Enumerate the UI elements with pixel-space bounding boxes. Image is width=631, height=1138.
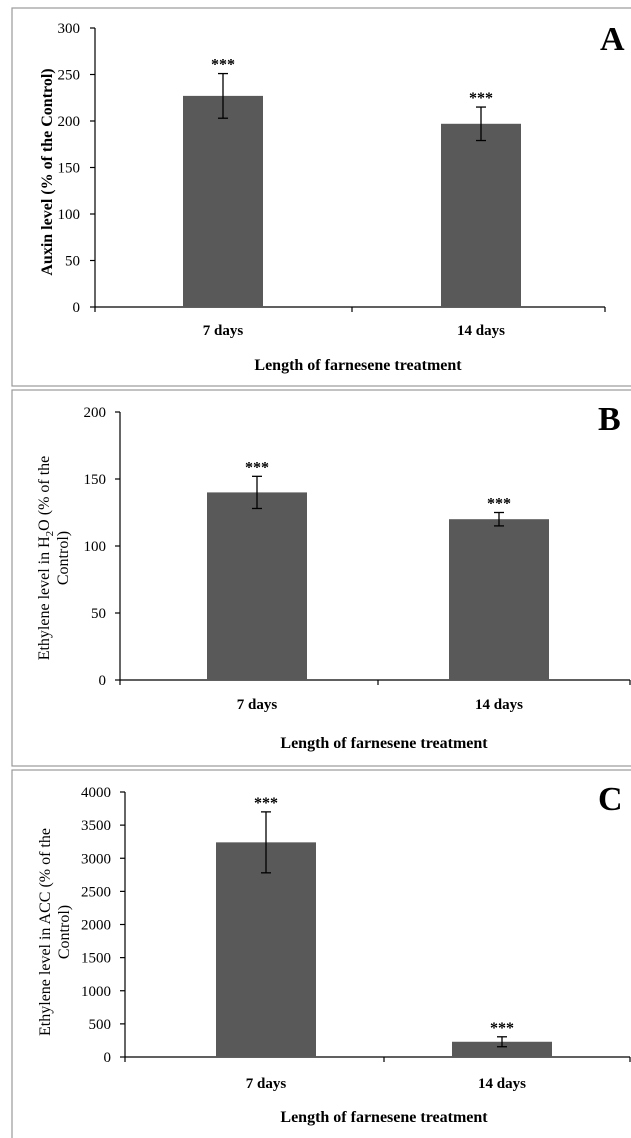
panel-a-category-label: 14 days: [457, 323, 505, 339]
panel-a-y-axis-label: Auxin level (% of the Control): [39, 68, 56, 275]
panel-a-category-label: 7 days: [203, 323, 244, 339]
panel-b-bar: [207, 492, 307, 680]
panel-a-bar: [183, 95, 263, 307]
panel-b-category-label: 14 days: [475, 697, 523, 713]
panel-a-plot: 0 50 100 150 200 250 300 *** 7 days *** 14 days: [58, 21, 606, 339]
panel-c-y-axis-label-line-2: Control): [56, 905, 73, 959]
panel-b-y-axis-label-line-1: Ethylene level in H2O (% of the: [36, 456, 56, 661]
panel-c-y-tick-label: 1000: [81, 984, 111, 1000]
panel-b-plot: 0 50 100 150 200 *** 7 days *** 14 days: [84, 405, 631, 713]
panel-a-frame: [11, 7, 631, 387]
panel-b-x-axis-label: Length of farnesene treatment: [280, 735, 488, 752]
panel-b: 0 50 100 150 200 *** 7 days *** 14 days B Length…: [11, 389, 631, 767]
panel-b-y-tick-label: 150: [84, 472, 107, 488]
panel-b-category-label: 7 days: [237, 697, 278, 713]
panel-c-y-tick-label: 3000: [81, 851, 111, 867]
panel-b-label: B: [598, 401, 621, 438]
panel-a-y-tick-label: 100: [58, 207, 81, 223]
panel-c-bar: [216, 842, 316, 1057]
panel-b-y-tick-label: 100: [84, 539, 107, 555]
panel-c-plot: 0 500 1000 1500 2000 2500 3000 3500 4000 *** 7 day…: [81, 785, 631, 1092]
panel-c-x-axis-label: Length of farnesene treatment: [280, 1109, 488, 1126]
panel-c: 0 500 1000 1500 2000 2500 3000 3500 4000 *** 7 day…: [11, 769, 631, 1138]
panel-a-y-tick-label: 0: [73, 300, 81, 316]
panel-c-y-tick-label: 2500: [81, 884, 111, 900]
panel-c-y-tick-label: 1500: [81, 951, 111, 967]
panel-c-significance-label: ***: [254, 795, 278, 812]
panel-a-y-tick-label: 200: [58, 114, 81, 130]
panel-b-bar: [449, 519, 549, 680]
panel-b-y-axis-label-line-2: Control): [55, 531, 72, 585]
panel-a-x-axis-label: Length of farnesene treatment: [254, 357, 462, 374]
panel-c-frame: [11, 769, 631, 1138]
panel-b-frame: [11, 389, 631, 767]
panel-c-y-axis-label-line-1: Ethylene level in ACC (% of the: [37, 828, 54, 1036]
panel-b-y-tick-label: 50: [91, 606, 106, 622]
panel-b-significance-label: ***: [245, 459, 269, 476]
panel-c-significance-label: ***: [490, 1020, 514, 1037]
panel-a-significance-label: ***: [211, 57, 235, 74]
panel-a-y-tick-label: 150: [58, 161, 81, 177]
panel-c-y-tick-label: 500: [89, 1017, 112, 1033]
panel-a-significance-label: ***: [469, 90, 493, 107]
panel-b-y-tick-label: 0: [99, 673, 107, 689]
panel-c-y-tick-label: 0: [104, 1050, 112, 1066]
panel-c-y-tick-label: 4000: [81, 785, 111, 801]
panel-c-bar: [452, 1041, 552, 1057]
panel-c-category-label: 14 days: [478, 1076, 526, 1092]
panel-c-y-tick-label: 3500: [81, 818, 111, 834]
panel-a-y-tick-label: 250: [58, 68, 81, 84]
panel-a-y-tick-label: 300: [58, 21, 81, 37]
panel-c-label: C: [598, 781, 623, 818]
panel-c-category-label: 7 days: [246, 1076, 287, 1092]
panel-a-y-tick-label: 50: [65, 254, 80, 270]
panel-a-label: A: [600, 21, 625, 58]
panel-b-y-tick-label: 200: [84, 405, 107, 421]
panel-a-bar: [441, 123, 521, 307]
panel-c-y-tick-label: 2000: [81, 918, 111, 934]
panel-b-significance-label: ***: [487, 496, 511, 513]
